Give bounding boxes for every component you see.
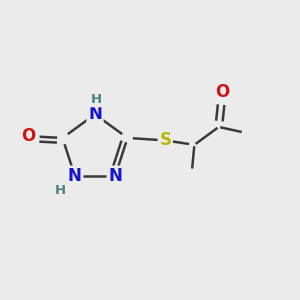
Text: N: N xyxy=(108,167,122,185)
Text: H: H xyxy=(91,93,102,106)
Text: S: S xyxy=(159,131,171,149)
Text: O: O xyxy=(215,83,230,101)
Text: N: N xyxy=(68,167,82,185)
Text: O: O xyxy=(21,127,35,145)
Text: H: H xyxy=(55,184,66,197)
Text: N: N xyxy=(88,105,102,123)
